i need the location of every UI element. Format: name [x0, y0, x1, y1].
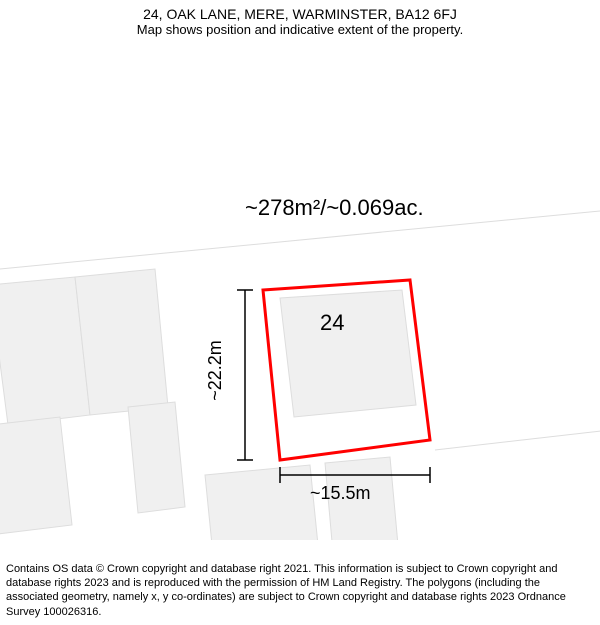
page-subtitle: Map shows position and indicative extent… [0, 22, 600, 37]
page-title: 24, OAK LANE, MERE, WARMINSTER, BA12 6FJ [0, 6, 600, 22]
height-measurement: ~22.2m [205, 340, 226, 401]
main-building [280, 290, 416, 417]
map-svg [0, 45, 600, 540]
area-measurement: ~278m²/~0.069ac. [245, 195, 424, 221]
plot-number: 24 [320, 310, 344, 336]
width-measurement: ~15.5m [310, 483, 371, 504]
copyright-footer: Contains OS data © Crown copyright and d… [6, 562, 594, 619]
header: 24, OAK LANE, MERE, WARMINSTER, BA12 6FJ… [0, 0, 600, 37]
property-map: ~278m²/~0.069ac. 24 ~22.2m ~15.5m [0, 45, 600, 540]
